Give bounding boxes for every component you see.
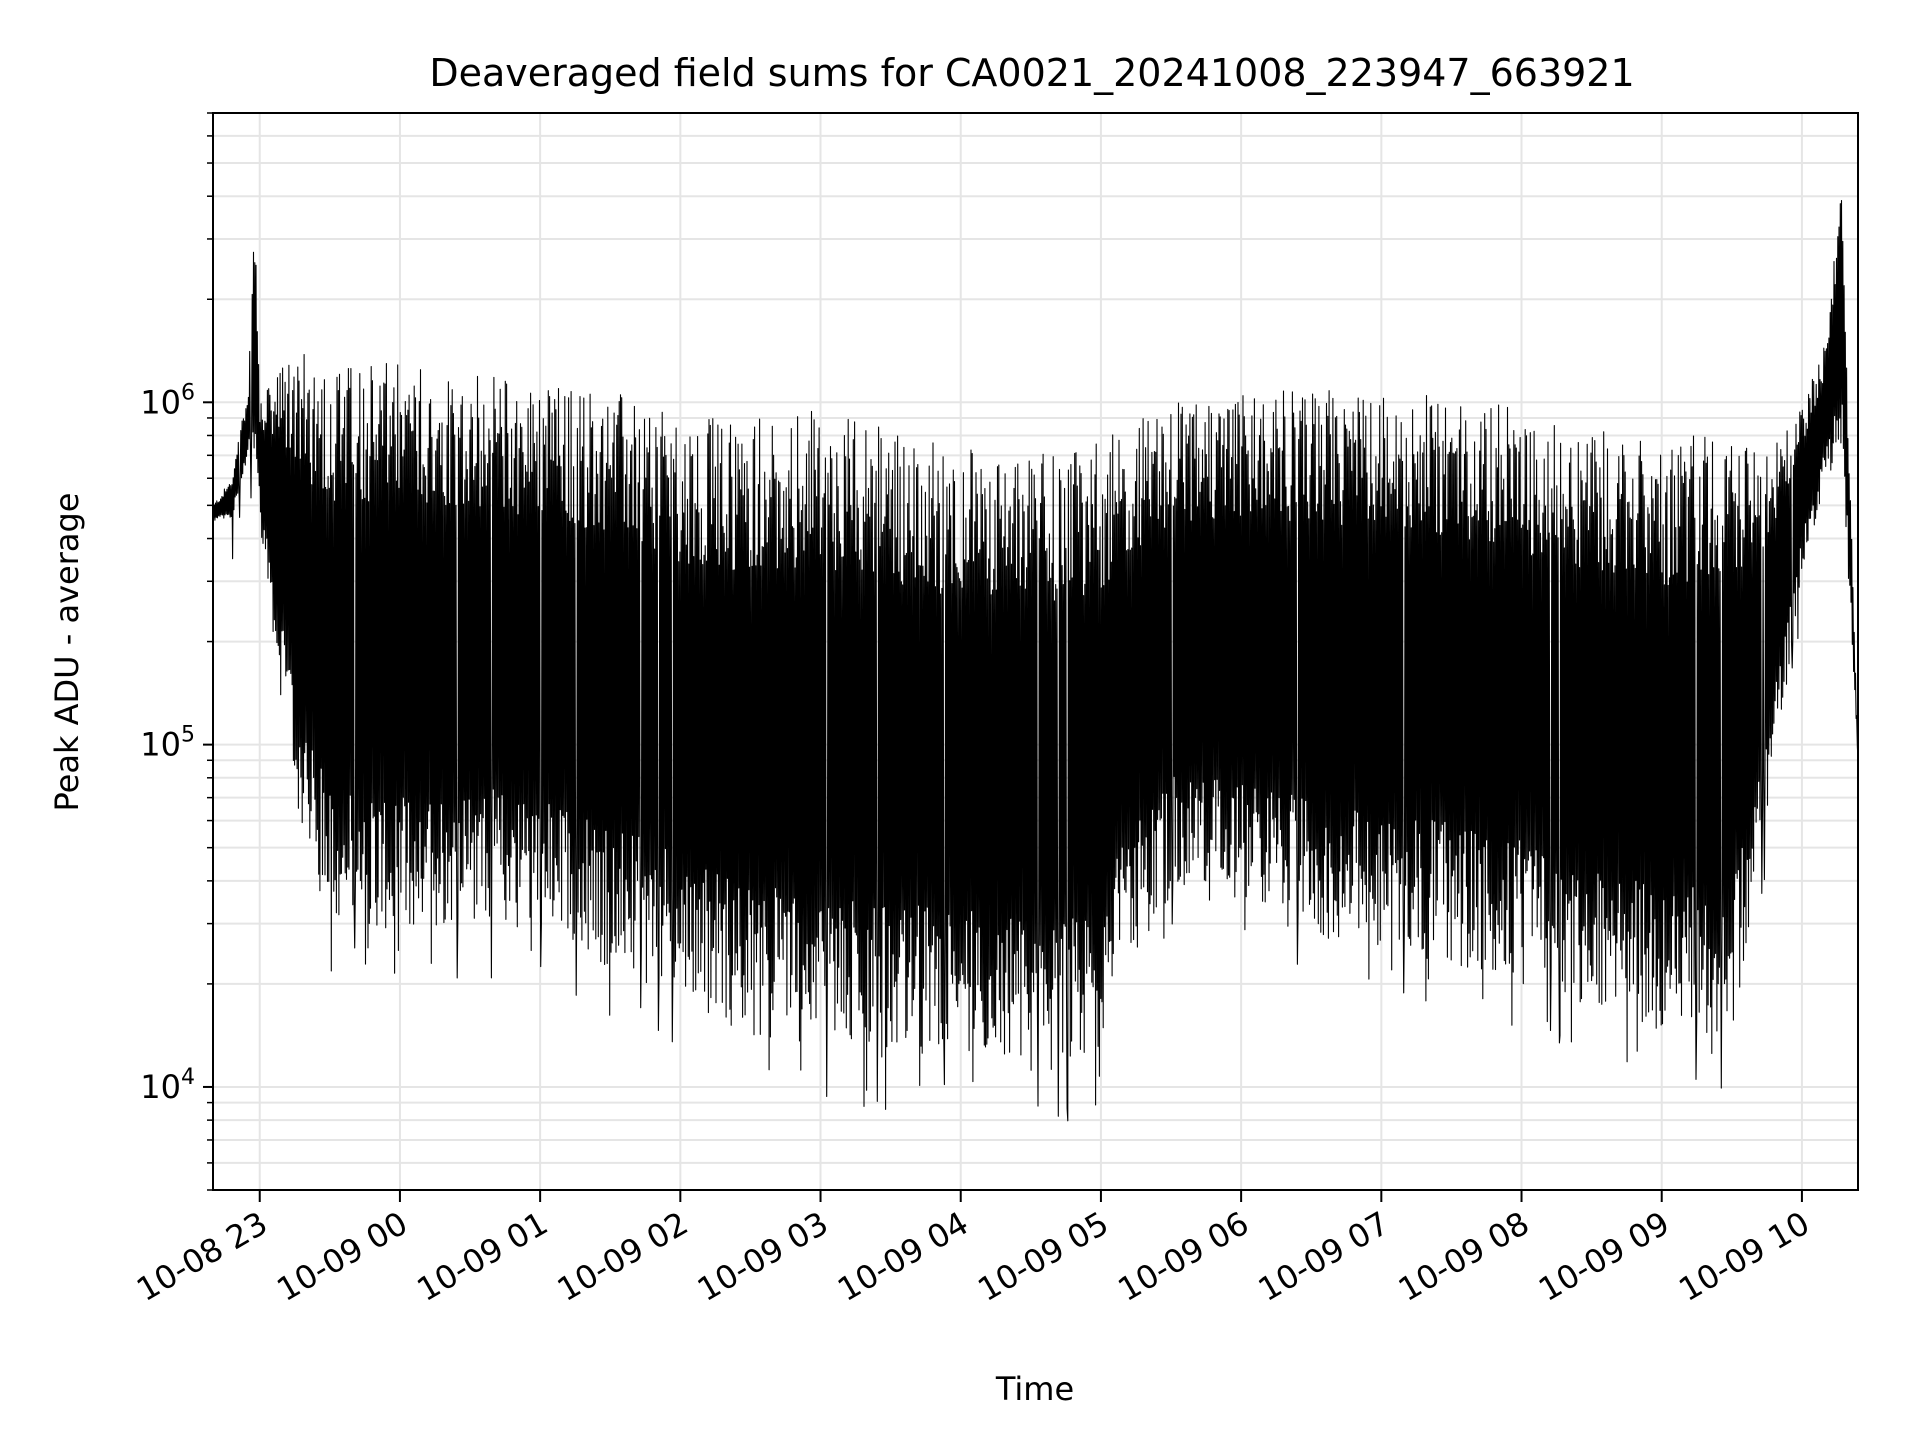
y-tick-label: 105 <box>140 723 195 764</box>
y-axis-label: Peak ADU - average <box>48 493 86 812</box>
x-tick-label: 10-09 07 <box>1252 1204 1396 1309</box>
x-tick-label: 10-09 09 <box>1532 1204 1676 1309</box>
chart-title: Deaveraged field sums for CA0021_2024100… <box>429 51 1634 95</box>
series-line <box>212 200 1859 1122</box>
x-tick-label: 10-09 10 <box>1672 1204 1816 1309</box>
x-tick-label: 10-09 05 <box>971 1204 1115 1309</box>
y-axis: 104 105 106 <box>140 112 213 1191</box>
x-tick-label: 10-09 02 <box>551 1204 695 1309</box>
plot-frame <box>212 112 1859 1191</box>
series-path <box>212 200 1859 1122</box>
x-tick-label: 10-09 03 <box>691 1204 835 1309</box>
x-axis-label: Time <box>995 1370 1074 1408</box>
x-tick-label: 10-09 06 <box>1112 1204 1256 1309</box>
x-tick-label: 10-08 23 <box>130 1204 274 1309</box>
x-tick-label: 10-09 08 <box>1392 1204 1536 1309</box>
y-tick-label: 104 <box>140 1065 195 1106</box>
x-tick-label: 10-09 01 <box>411 1204 555 1309</box>
x-tick-label: 10-09 04 <box>831 1204 975 1309</box>
y-tick-label: 106 <box>140 380 195 421</box>
x-tick-label: 10-09 00 <box>270 1204 414 1309</box>
